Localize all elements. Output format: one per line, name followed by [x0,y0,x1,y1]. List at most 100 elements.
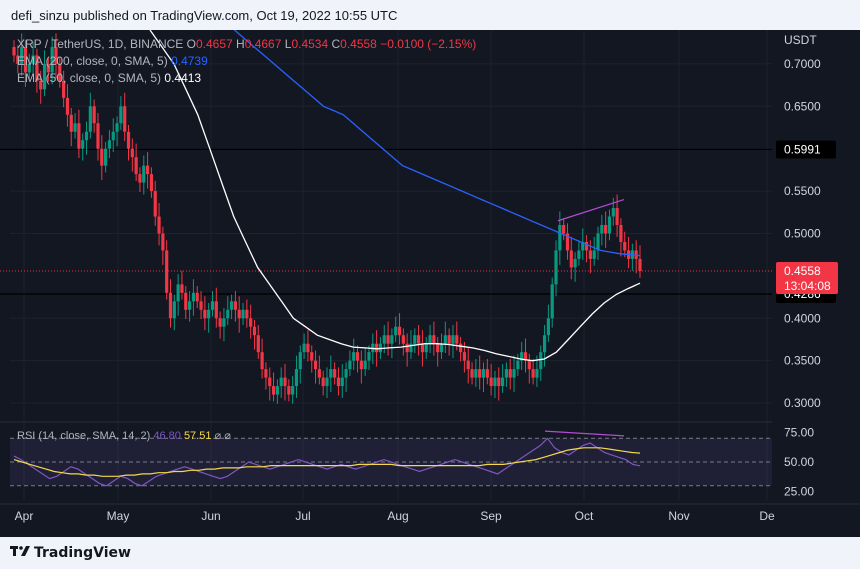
candle-body [615,208,619,225]
candle-body [12,46,16,56]
tradingview-brand: TradingView [34,545,131,561]
candle-body [252,326,257,336]
axis-currency-label: USDT [784,33,817,47]
candle-body [153,191,157,217]
candle-body [69,114,73,132]
rsi-visibility-icons[interactable]: ⌀ ⌀ [214,430,231,442]
candle-body [62,80,66,98]
candle-body [359,360,363,370]
candle-body [592,250,596,259]
candle-body [142,165,146,183]
x-tick-label: De [759,509,775,523]
candle-body [203,309,207,319]
candle-body [256,335,260,353]
candle-body [520,352,524,361]
candle-body [58,63,62,81]
tradingview-logo[interactable]: TradingView [10,545,131,561]
candle-body [512,369,516,378]
legend-ema200-value: 0.4739 [171,54,208,68]
candle-body [611,208,615,217]
candle-body [294,369,299,387]
legend-ema50-row: EMA (50, close, 0, SMA, 5) 0.4413 [17,70,476,87]
candle-body [229,301,234,310]
candle-body [340,377,344,387]
rsi-tick-label: 50.00 [784,455,814,469]
candle-body [39,80,43,90]
y-tick-label: 0.6500 [784,99,821,113]
x-tick-label: May [107,509,130,523]
rsi-label: RSI (14, close, SMA, 14, 2) [17,430,151,442]
candle-body [562,225,566,234]
candle-body [394,326,398,336]
legend-ema50-value: 0.4413 [164,71,202,85]
tradingview-logo-icon [10,545,30,561]
rsi-ma-line [13,447,641,477]
candle-body [474,369,478,378]
candle-body [168,292,173,319]
candle-body [508,369,512,378]
y-tick-label: 0.5000 [784,226,821,240]
candle-body [207,309,211,319]
candle-body [409,343,413,353]
ema50-line [149,30,641,362]
candle-body [165,250,169,293]
candle-body [260,352,264,370]
candle-body [336,377,341,387]
candle-body [546,318,550,336]
candle-body [493,377,497,387]
candle-body [50,46,54,73]
candle-body [420,343,425,353]
candle-body [504,369,509,378]
candle-body [325,377,329,387]
candle-body [313,360,318,370]
level-tag-bg [776,140,836,159]
x-tick-label: Sep [480,509,502,523]
candle-body [249,318,253,327]
candle-body [298,352,302,370]
candle-body [413,335,417,344]
candle-body [287,386,291,395]
candle-body [451,335,455,344]
price-chart[interactable]: USDT 0.7000 0.6500 0.5500 0.5000 0.4000 0.3500… [0,30,860,537]
candle-body [481,369,486,378]
candle-body [397,326,402,336]
candle-body [432,335,436,344]
legend-close: 0.4558 [340,37,377,51]
x-tick-label: Apr [15,509,34,523]
candle-body [584,241,589,251]
candle-body [88,106,92,132]
candle-body [23,46,28,73]
candle-body [317,369,321,378]
candle-body [81,140,85,149]
legend-h-label: H [236,37,245,51]
candle-body [310,352,314,361]
chart-area[interactable]: USDT 0.7000 0.6500 0.5500 0.5000 0.4000 0.3500… [0,30,860,537]
candle-body [424,343,428,353]
candle-body [355,352,360,361]
candle-body [619,225,623,242]
candle-body [466,360,470,370]
candle-body [542,335,547,353]
x-tick-label: Jul [295,509,310,523]
candle-body [558,225,562,251]
candle-body [20,46,24,64]
candle-body [115,123,119,132]
candle-body [455,335,459,344]
candle-body [222,318,226,327]
candle-body [77,123,81,149]
publisher-bar: defi_sinzu published on TradingView.com,… [0,0,860,30]
candle-body [264,369,268,378]
candle-body [485,369,489,378]
candle-body [523,352,528,361]
last-price-tag-bg [776,261,838,294]
candle-body [218,318,222,327]
candle-body [27,63,31,73]
footer: TradingView [0,537,860,569]
candle-body [581,241,585,251]
candle-body [443,335,447,344]
candle-body [600,225,604,234]
candle-body [531,369,535,378]
candle-body [363,360,367,370]
legend-ema200-label: EMA (200, close, 0, SMA, 5) [17,54,168,68]
rsi-tick-label: 25.00 [784,485,814,499]
